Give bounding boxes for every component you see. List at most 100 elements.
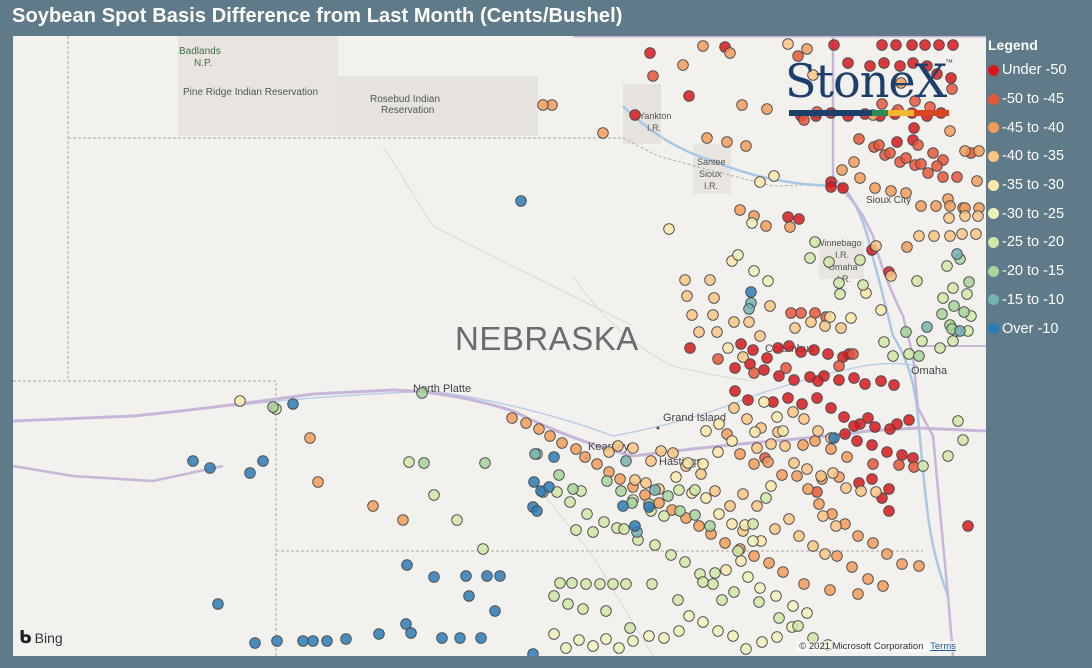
basis-point-marker[interactable] [401,559,413,571]
basis-point-marker[interactable] [704,520,716,532]
basis-point-marker[interactable] [709,485,721,497]
basis-point-marker[interactable] [833,277,845,289]
basis-point-marker[interactable] [597,127,609,139]
basis-point-marker[interactable] [548,451,560,463]
basis-point-marker[interactable] [936,308,948,320]
basis-point-marker[interactable] [520,417,532,429]
basis-point-marker[interactable] [748,550,760,562]
basis-point-marker[interactable] [919,39,931,51]
basis-point-marker[interactable] [566,577,578,589]
basis-point-marker[interactable] [839,428,851,440]
basis-point-marker[interactable] [779,440,791,452]
basis-point-marker[interactable] [852,530,864,542]
basis-point-marker[interactable] [867,537,879,549]
basis-point-marker[interactable] [689,509,701,521]
basis-point-marker[interactable] [697,616,709,628]
basis-point-marker[interactable] [697,576,709,588]
basis-point-marker[interactable] [771,631,783,643]
basis-point-marker[interactable] [773,370,785,382]
basis-point-marker[interactable] [952,415,964,427]
basis-point-marker[interactable] [416,387,428,399]
basis-point-marker[interactable] [728,316,740,328]
basis-point-marker[interactable] [972,210,984,222]
legend-item[interactable]: -45 to -40 [988,113,1088,142]
basis-point-marker[interactable] [891,136,903,148]
basis-point-marker[interactable] [864,60,876,72]
basis-point-marker[interactable] [620,578,632,590]
basis-point-marker[interactable] [662,490,674,502]
basis-point-marker[interactable] [719,537,731,549]
basis-point-marker[interactable] [548,590,560,602]
basis-point-marker[interactable] [947,39,959,51]
basis-point-marker[interactable] [890,39,902,51]
basis-point-marker[interactable] [756,636,768,648]
basis-point-marker[interactable] [768,170,780,182]
basis-point-marker[interactable] [603,446,615,458]
legend-item[interactable]: -35 to -30 [988,171,1088,200]
basis-point-marker[interactable] [831,550,843,562]
basis-point-marker[interactable] [581,508,593,520]
basis-point-marker[interactable] [909,95,921,107]
basis-point-marker[interactable] [570,524,582,536]
basis-point-marker[interactable] [598,516,610,528]
basis-point-marker[interactable] [917,460,929,472]
basis-point-marker[interactable] [713,508,725,520]
basis-point-marker[interactable] [866,473,878,485]
basis-point-marker[interactable] [841,451,853,463]
basis-point-marker[interactable] [913,560,925,572]
basis-point-marker[interactable] [732,249,744,261]
basis-point-marker[interactable] [959,210,971,222]
basis-point-marker[interactable] [867,458,879,470]
basis-point-marker[interactable] [735,338,747,350]
basis-point-marker[interactable] [883,483,895,495]
basis-point-marker[interactable] [903,414,915,426]
basis-point-marker[interactable] [244,467,256,479]
basis-point-marker[interactable] [758,396,770,408]
basis-point-marker[interactable] [428,489,440,501]
basis-point-marker[interactable] [828,432,840,444]
basis-point-marker[interactable] [857,279,869,291]
basis-point-marker[interactable] [963,276,975,288]
basis-point-marker[interactable] [741,413,753,425]
basis-point-marker[interactable] [881,446,893,458]
basis-point-marker[interactable] [848,420,860,432]
basis-point-marker[interactable] [618,523,630,535]
basis-point-marker[interactable] [798,413,810,425]
basis-point-marker[interactable] [711,326,723,338]
legend-item[interactable]: -40 to -35 [988,142,1088,171]
basis-point-marker[interactable] [204,462,216,474]
basis-point-marker[interactable] [783,340,795,352]
basis-point-marker[interactable] [846,561,858,573]
basis-point-marker[interactable] [808,344,820,356]
basis-point-marker[interactable] [537,99,549,111]
basis-point-marker[interactable] [234,395,246,407]
basis-point-marker[interactable] [724,47,736,59]
basis-point-marker[interactable] [791,470,803,482]
basis-point-marker[interactable] [729,362,741,374]
basis-point-marker[interactable] [912,139,924,151]
basis-point-marker[interactable] [869,182,881,194]
basis-point-marker[interactable] [562,598,574,610]
basis-point-marker[interactable] [764,300,776,312]
basis-point-marker[interactable] [405,627,417,639]
basis-point-marker[interactable] [907,57,919,69]
legend-item[interactable]: -20 to -15 [988,257,1088,286]
basis-point-marker[interactable] [873,139,885,151]
basis-point-marker[interactable] [587,526,599,538]
basis-point-marker[interactable] [748,265,760,277]
basis-point-marker[interactable] [870,240,882,252]
basis-point-marker[interactable] [777,566,789,578]
basis-point-marker[interactable] [900,152,912,164]
basis-point-marker[interactable] [862,573,874,585]
basis-point-marker[interactable] [825,443,837,455]
basis-point-marker[interactable] [947,335,959,347]
basis-point-marker[interactable] [713,418,725,430]
basis-point-marker[interactable] [740,643,752,655]
basis-point-marker[interactable] [373,628,385,640]
basis-point-marker[interactable] [436,632,448,644]
basis-point-marker[interactable] [743,316,755,328]
basis-point-marker[interactable] [762,456,774,468]
basis-point-marker[interactable] [735,555,747,567]
basis-point-marker[interactable] [267,401,279,413]
basis-point-marker[interactable] [529,448,541,460]
